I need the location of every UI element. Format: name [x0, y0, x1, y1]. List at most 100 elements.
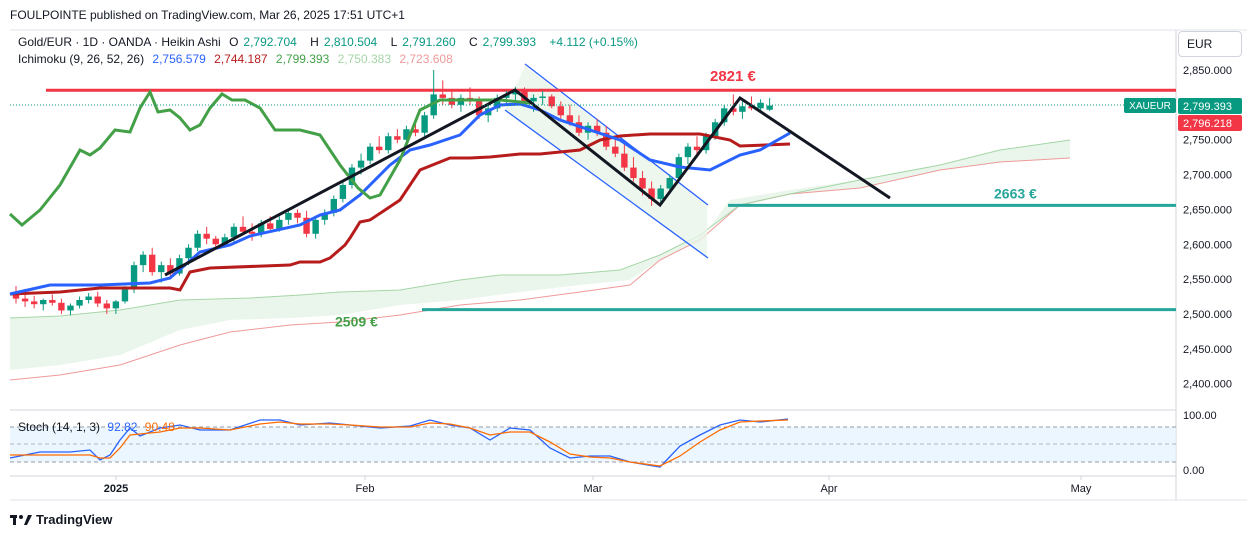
candle-body — [494, 97, 501, 109]
candle-body — [94, 296, 101, 304]
candle-body — [530, 97, 537, 102]
resistance-label: 2821 € — [710, 68, 757, 85]
candle-body — [103, 303, 110, 309]
change-value: +4.112 (+0.15%) — [549, 35, 638, 49]
time-tick-label: Mar — [584, 483, 603, 495]
candle-body — [693, 146, 701, 151]
time-tick-label: 2025 — [104, 483, 128, 495]
candle-body — [330, 198, 337, 213]
candle-body — [230, 226, 238, 238]
candle-body — [203, 233, 210, 239]
candle-body — [421, 115, 428, 133]
candle-body — [730, 108, 737, 112]
price-tick-label: 2,850.000 — [1183, 65, 1232, 77]
stoch-legend: Stoch (14, 1, 3) 92.82 90.48 — [18, 420, 175, 434]
candle-body — [639, 178, 646, 189]
candle-body — [185, 247, 192, 259]
brand-label: TradingView — [36, 512, 113, 527]
pattern-line — [164, 88, 891, 277]
candle-body — [548, 96, 555, 107]
span-b-line — [9, 157, 1071, 381]
low-value: 2,791.260 — [402, 35, 456, 49]
candle-body — [593, 125, 601, 133]
kijun-value: 2,744.187 — [214, 52, 268, 66]
candle-body — [30, 301, 38, 305]
price-tick-label: 2,400.000 — [1183, 379, 1232, 391]
candle-body — [112, 301, 120, 309]
tenkan-value: 2,756.579 — [152, 52, 206, 66]
candle-body — [312, 219, 319, 234]
tv-logo-icon — [10, 514, 32, 525]
candle-body — [267, 223, 274, 229]
channel-lower-line — [504, 109, 709, 259]
candle-body — [539, 96, 546, 98]
candle-body — [212, 238, 219, 245]
candle-body — [757, 102, 764, 109]
candle-body — [49, 300, 56, 303]
candle-body — [630, 167, 637, 179]
price-tick-label: 2,750.000 — [1183, 135, 1232, 147]
stoch-d-value: 90.48 — [144, 420, 175, 434]
ichimoku-row: Ichimoku (9, 26, 52, 26) 2,756.579 2,744… — [18, 51, 643, 68]
candle-body — [394, 136, 401, 140]
support-label-2663: 2663 € — [994, 185, 1037, 201]
candle-body — [648, 188, 655, 199]
candle-body — [366, 146, 374, 161]
time-tick-label: May — [1071, 483, 1092, 495]
high-value: 2,810.504 — [323, 35, 378, 49]
candle-body — [130, 265, 138, 290]
stoch-d-line — [10, 419, 789, 467]
support-label-2509: 2509 € — [335, 314, 378, 330]
open-label: O — [229, 35, 239, 49]
stoch-label[interactable]: Stoch (14, 1, 3) — [18, 420, 101, 434]
candle-body — [612, 146, 619, 154]
candle-body — [321, 212, 328, 220]
close-value: 2,799.393 — [482, 35, 537, 49]
candle-body — [276, 219, 283, 229]
candle-body — [12, 293, 20, 299]
symbol-row: Gold/EUR · 1D · OANDA · Heikin Ashi O 2,7… — [18, 34, 643, 51]
candle-body — [285, 212, 292, 220]
candle-body — [512, 90, 519, 95]
close-label: C — [468, 35, 478, 49]
candle-body — [221, 237, 229, 245]
candle-body — [766, 105, 773, 110]
candle-body — [194, 233, 201, 248]
kijun-line — [9, 132, 791, 296]
symbol-tag — [1124, 98, 1176, 113]
candle-body — [721, 108, 728, 123]
currency-selector[interactable]: EUR — [1178, 31, 1242, 57]
candle-body — [439, 94, 446, 98]
price-tick-label: 2,550.000 — [1183, 274, 1232, 286]
ichimoku-cloud — [10, 140, 1070, 370]
candle-body — [566, 115, 574, 123]
time-tick-label: Apr — [820, 483, 837, 495]
span-a-line — [9, 139, 1071, 319]
countdown-value: 2,796.218 — [1183, 118, 1232, 130]
publish-info: FOULPOINTE published on TradingView.com,… — [10, 8, 405, 22]
price-tick-label: 2,500.000 — [1183, 309, 1232, 321]
candle-body — [385, 136, 392, 151]
candle-body — [657, 188, 664, 199]
candle-body — [357, 160, 365, 168]
candle-body — [557, 106, 564, 116]
symbol-label[interactable]: Gold/EUR · 1D · OANDA · Heikin Ashi — [18, 35, 221, 49]
tradingview-logo[interactable]: TradingView — [10, 512, 112, 527]
candle-body — [21, 298, 29, 302]
candle-body — [412, 129, 419, 133]
symbol-tag-label: XAUEUR — [1129, 101, 1171, 112]
candle-body — [303, 217, 310, 234]
high-label: H — [310, 35, 319, 49]
candle-body — [85, 296, 92, 301]
low-label: L — [390, 35, 398, 49]
candle-body — [294, 212, 301, 218]
chikou-line — [8, 88, 531, 227]
price-tick-label: 2,700.000 — [1183, 170, 1232, 182]
ichimoku-label[interactable]: Ichimoku (9, 26, 52, 26) — [18, 52, 145, 66]
stoch-tick-label: 0.00 — [1183, 465, 1204, 477]
price-tick-label: 2,450.000 — [1183, 344, 1232, 356]
candle-body — [403, 129, 410, 140]
candle-body — [149, 254, 156, 273]
tenkan-line — [9, 102, 791, 296]
